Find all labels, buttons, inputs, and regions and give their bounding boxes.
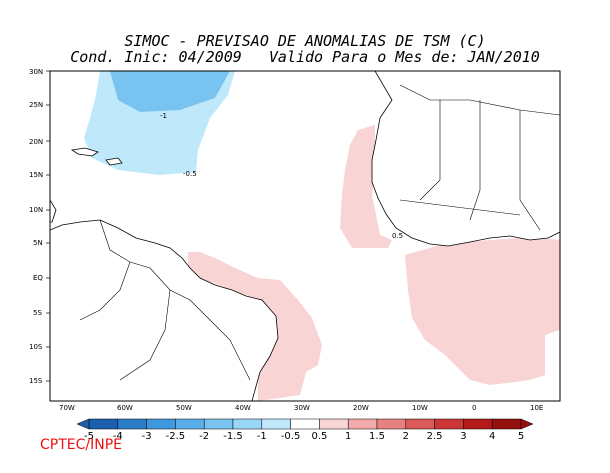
colorbar-swatch-1	[117, 418, 147, 430]
colorbar-labels: -5 -4 -3 -2.5 -2 -1.5 -1 -0.5 0.5 1 1.5 2 2.5 3 4 5	[84, 431, 524, 442]
lat-label-15s: 15S	[29, 377, 43, 385]
latitude-ticks	[46, 70, 50, 382]
africa-land	[371, 71, 560, 247]
hispaniola-island	[105, 157, 123, 166]
warm-anomaly-canary	[340, 125, 392, 248]
colorbar-label-5: -1.5	[223, 431, 243, 442]
contour-label-neg05: -0.5	[183, 170, 197, 178]
lon-label-30w: 30W	[294, 404, 310, 412]
cuba-island	[70, 147, 99, 157]
colorbar-high-arrow	[520, 418, 534, 430]
lat-label-30n: 30N	[29, 68, 43, 76]
colorbar-swatch-13	[463, 418, 493, 430]
lat-label-10n: 10N	[29, 206, 43, 214]
contour-label-pos05: 0.5	[392, 232, 403, 240]
colorbar-label-11: 2	[403, 431, 409, 442]
longitude-labels: 70W 60W 50W 40W 30W 20W 10W 0 10E	[59, 404, 543, 412]
colorbar-label-15: 5	[518, 431, 524, 442]
contour-label-neg1: -1	[160, 112, 167, 120]
map-plot-area: -1 -0.5 0.5	[50, 71, 560, 401]
colorbar-swatch-9	[347, 418, 378, 430]
colorbar	[76, 418, 534, 430]
lon-label-70w: 70W	[59, 404, 75, 412]
colorbar-label-2: -3	[142, 431, 152, 442]
colorbar-label-1: -4	[113, 431, 123, 442]
lat-label-5n: 5N	[33, 239, 43, 247]
colorbar-swatch-3	[175, 418, 205, 430]
warm-anomaly-brazil-ne	[188, 252, 322, 401]
lat-label-15n: 15N	[29, 171, 43, 179]
colorbar-label-7: -0.5	[281, 431, 301, 442]
colorbar-label-8: 0.5	[311, 431, 327, 442]
colorbar-swatch-0	[88, 418, 119, 430]
colorbar-swatch-11	[405, 418, 435, 430]
warm-anomaly-gulf-guinea	[405, 238, 560, 385]
colorbar-low-arrow	[76, 418, 90, 430]
lon-label-0: 0	[472, 404, 476, 412]
colorbar-swatch-4	[203, 418, 234, 430]
central-america-land	[50, 199, 57, 223]
colorbar-label-13: 3	[460, 431, 466, 442]
colorbar-label-0: -5	[84, 431, 94, 442]
colorbar-label-3: -2.5	[166, 431, 186, 442]
colorbar-label-6: -1	[257, 431, 267, 442]
colorbar-swatch-7	[290, 418, 320, 430]
colorbar-swatch-12	[434, 418, 464, 430]
colorbar-label-9: 1	[345, 431, 351, 442]
map-frame	[49, 70, 561, 402]
lat-label-eq: EQ	[33, 274, 43, 282]
country-borders-south-america	[79, 219, 251, 381]
lat-label-25n: 25N	[29, 101, 43, 109]
colorbar-swatch-10	[376, 418, 407, 430]
colorbar-swatch-5	[232, 418, 263, 430]
colorbar-swatch-6	[261, 418, 291, 430]
colorbar-label-12: 2.5	[427, 431, 443, 442]
lat-label-20n: 20N	[29, 138, 43, 146]
colorbar-swatch-14	[491, 418, 522, 430]
lat-label-5s: 5S	[33, 309, 42, 317]
lon-label-10e: 10E	[530, 404, 543, 412]
strong-cool-anomaly-region	[110, 71, 230, 112]
colorbar-label-14: 4	[489, 431, 495, 442]
latitude-labels: 30N 25N 20N 15N 10N 5N EQ 5S 10S 15S	[29, 68, 43, 385]
lon-label-50w: 50W	[176, 404, 192, 412]
lon-label-20w: 20W	[353, 404, 369, 412]
colorbar-label-4: -2	[199, 431, 209, 442]
credit-text: CPTEC/INPE	[40, 437, 122, 453]
colorbar-swatch-8	[319, 418, 349, 430]
lon-label-40w: 40W	[235, 404, 251, 412]
south-america-land	[50, 219, 279, 401]
colorbar-swatch-2	[146, 418, 176, 430]
lat-label-10s: 10S	[29, 343, 43, 351]
lon-label-60w: 60W	[117, 404, 133, 412]
map-title: SIMOC - PREVISAO DE ANOMALIAS DE TSM (C)	[124, 32, 486, 50]
colorbar-label-10: 1.5	[369, 431, 385, 442]
map-subtitle: Cond. Inic: 04/2009 Valido Para o Mes de…	[70, 48, 540, 66]
country-borders-africa	[399, 84, 560, 231]
lon-label-10w: 10W	[412, 404, 428, 412]
